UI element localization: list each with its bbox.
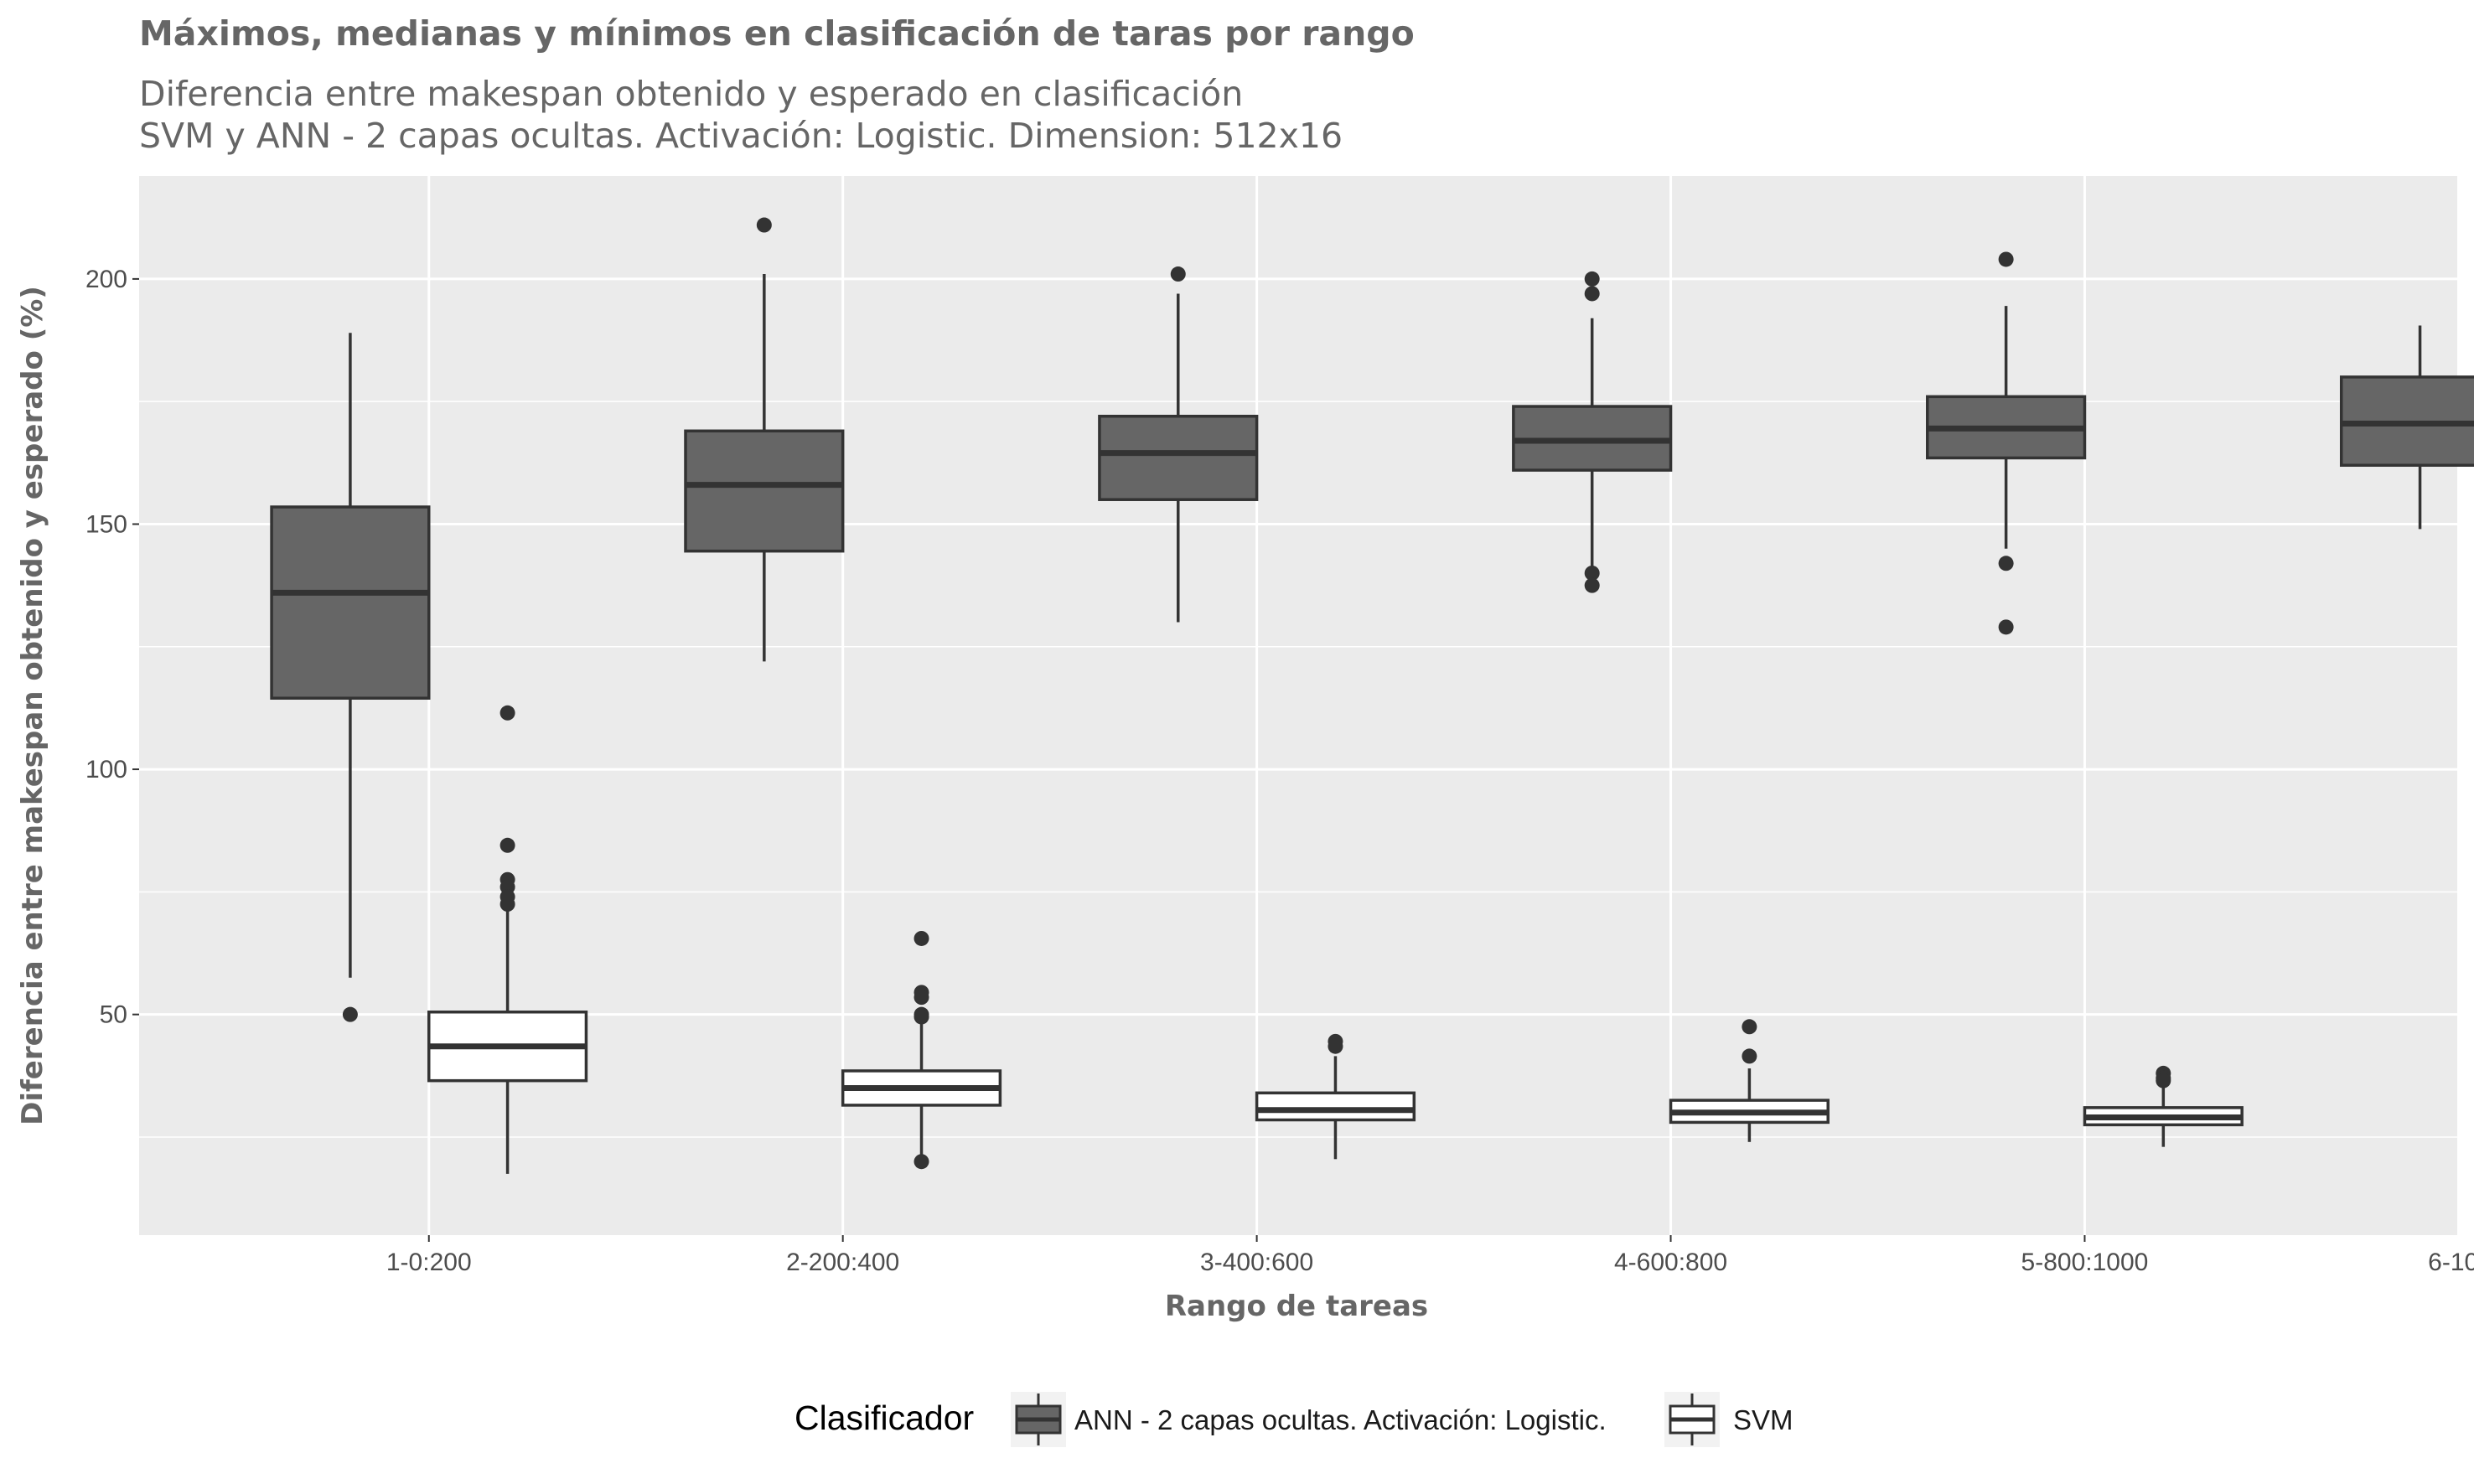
outlier-point	[342, 1006, 358, 1022]
box-iqr	[270, 505, 431, 700]
box-5-800:1000	[1926, 251, 2087, 635]
box-1-0:200	[270, 333, 431, 1022]
box-4-600:800	[1512, 271, 1673, 593]
box-iqr	[1255, 1091, 1416, 1122]
outlier-point	[1584, 577, 1600, 593]
outlier-point	[756, 217, 772, 233]
box-5-800:1000	[2083, 1065, 2244, 1147]
y-tick-label: 150	[85, 510, 127, 538]
series-svm	[427, 705, 2244, 1174]
x-tick-label: 4-600:800	[1614, 1249, 1727, 1276]
series-ann	[270, 217, 2474, 1022]
legend-title: Clasificador	[794, 1399, 974, 1437]
outlier-point	[1584, 271, 1600, 287]
legend-keys: ANN - 2 capas ocultas. Activación: Logis…	[1011, 1392, 1793, 1447]
x-tick-label: 5-800:1000	[2021, 1249, 2149, 1276]
outlier-point	[1584, 286, 1600, 302]
box-2-200:400	[684, 217, 845, 662]
box-6-1000:1200	[2339, 325, 2474, 530]
outlier-point	[1742, 1019, 1757, 1035]
outlier-point	[1998, 251, 2014, 267]
outlier-point	[499, 897, 515, 912]
legend-key-svm: SVM	[1664, 1392, 1793, 1447]
legend: Clasificador ANN - 2 capas ocultas. Acti…	[794, 1392, 1793, 1447]
chart-title: Máximos, medianas y mínimos en clasifica…	[139, 13, 1415, 54]
outlier-point	[1742, 1048, 1757, 1064]
y-tick-label: 100	[85, 756, 127, 783]
outlier-point	[914, 1009, 929, 1025]
box-iqr	[1098, 414, 1259, 501]
outlier-point	[1998, 556, 2014, 571]
box-3-400:600	[1255, 1033, 1416, 1160]
chart-subtitle-line-1: Diferencia entre makespan obtenido y esp…	[139, 74, 1243, 114]
outlier-point	[914, 990, 929, 1006]
outlier-point	[1584, 566, 1600, 581]
box-iqr	[684, 429, 845, 553]
outlier-point	[1170, 266, 1186, 282]
y-tick-label: 50	[100, 1001, 127, 1029]
box-2-200:400	[841, 930, 1002, 1170]
y-tick-label: 200	[85, 266, 127, 293]
outlier-point	[914, 1154, 929, 1170]
box-1-0:200	[427, 705, 588, 1174]
outlier-point	[914, 930, 929, 946]
x-tick-label: 2-200:400	[786, 1249, 899, 1276]
box-3-400:600	[1098, 266, 1259, 623]
legend-label: ANN - 2 capas ocultas. Activación: Logis…	[1074, 1404, 1607, 1435]
outlier-point	[499, 837, 515, 853]
x-axis-title: Rango de tareas	[1165, 1290, 1428, 1323]
legend-label: SVM	[1733, 1404, 1793, 1435]
outlier-point	[2156, 1073, 2171, 1088]
chart-subtitle-line-2: SVM y ANN - 2 capas ocultas. Activación:…	[139, 116, 1343, 156]
x-tick-label: 1-0:200	[386, 1249, 472, 1276]
outlier-point	[1998, 619, 2014, 635]
outlier-point	[499, 705, 515, 721]
x-tick-label: 6-1000:1200	[2428, 1249, 2474, 1276]
y-axis-title: Diferencia entre makespan obtenido y esp…	[16, 286, 49, 1125]
x-tick-label: 3-400:600	[1200, 1249, 1313, 1276]
boxplot-series	[270, 217, 2474, 1174]
axes: 50 100 150 200 1-0:200 2-200:400 3-400:600 4-60…	[85, 266, 2474, 1276]
legend-key-ann: ANN - 2 capas ocultas. Activación: Logis…	[1011, 1392, 1607, 1447]
box-4-600:800	[1669, 1019, 1830, 1142]
outlier-point	[1328, 1038, 1343, 1054]
